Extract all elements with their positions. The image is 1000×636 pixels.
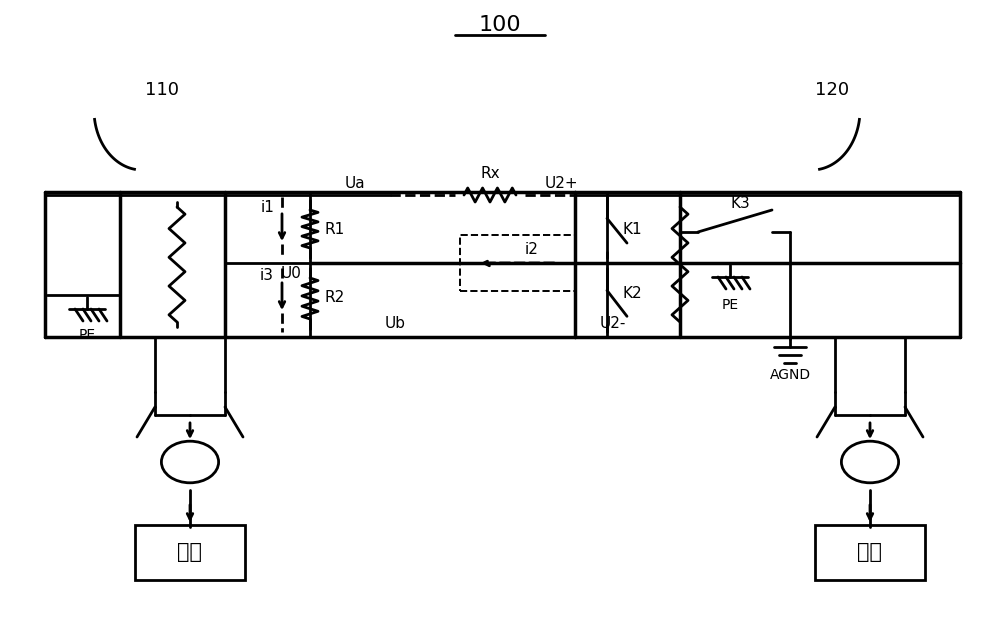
Text: Rx: Rx — [480, 165, 500, 181]
Text: R2: R2 — [325, 291, 345, 305]
Text: PE: PE — [78, 328, 96, 342]
Text: 110: 110 — [145, 81, 179, 99]
Text: PE: PE — [721, 298, 739, 312]
Text: i3: i3 — [260, 268, 274, 284]
Bar — [460, 235, 575, 291]
Text: i1: i1 — [260, 200, 274, 214]
Bar — [815, 525, 925, 579]
Text: 负载: 负载 — [858, 542, 883, 562]
Text: Ub: Ub — [385, 315, 406, 331]
Text: R1: R1 — [325, 221, 345, 237]
Text: U0: U0 — [281, 265, 302, 280]
Text: 120: 120 — [815, 81, 849, 99]
Text: 100: 100 — [479, 15, 521, 35]
Text: AGND: AGND — [769, 368, 811, 382]
Text: K3: K3 — [730, 197, 750, 212]
Text: U2+: U2+ — [545, 176, 579, 191]
Text: K1: K1 — [622, 223, 642, 237]
Text: i2: i2 — [525, 242, 539, 256]
Text: Ua: Ua — [345, 176, 365, 191]
Text: K2: K2 — [622, 286, 642, 300]
Text: U2-: U2- — [600, 315, 626, 331]
Text: 负载: 负载 — [178, 542, 202, 562]
Bar — [135, 525, 245, 579]
